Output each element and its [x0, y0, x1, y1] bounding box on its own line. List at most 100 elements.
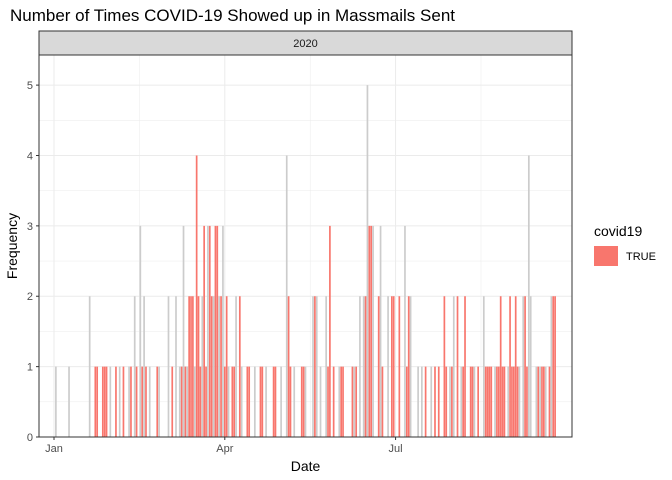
- bar-covid19-true: [216, 225, 219, 437]
- bar-covid19-true: [503, 366, 506, 437]
- bar-covid19-true: [210, 296, 213, 437]
- bar-other: [539, 366, 541, 437]
- bar-covid19-true: [156, 366, 159, 437]
- legend-swatch-true: [594, 246, 618, 266]
- bar-covid19-true: [199, 366, 202, 437]
- bar-covid19-true: [122, 366, 125, 437]
- bar-covid19-true: [289, 366, 292, 437]
- bar-covid19-true: [342, 366, 344, 437]
- bar-other: [265, 366, 267, 437]
- bar-covid19-true: [471, 366, 474, 437]
- bar-covid19-true: [456, 296, 459, 437]
- bar-covid19-true: [381, 366, 384, 437]
- facet-strip-label: 2020: [293, 38, 317, 50]
- bar-covid19-true: [490, 366, 493, 437]
- bar-other: [148, 366, 151, 437]
- legend-title: covid19: [594, 223, 642, 239]
- bar-other: [473, 366, 476, 437]
- bar-other: [404, 225, 406, 437]
- bar-covid19-true: [195, 155, 198, 437]
- bar-covid19-true: [314, 296, 316, 437]
- y-axis-title: Frequency: [4, 213, 20, 279]
- bar-covid19-true: [103, 366, 106, 437]
- bar-other: [535, 366, 538, 437]
- bar-other: [178, 366, 181, 437]
- bar-other: [139, 225, 142, 437]
- x-axis: Jan Apr Jul: [45, 437, 403, 455]
- bar-covid19-true: [526, 366, 528, 437]
- bar-other: [167, 296, 170, 437]
- bar-covid19-true: [332, 366, 335, 437]
- bar-other: [359, 296, 361, 437]
- bar-covid19-true: [488, 366, 491, 437]
- bar-covid19-true: [364, 296, 367, 437]
- bar-other: [175, 296, 177, 437]
- bar-covid19-true: [462, 366, 464, 437]
- bar-covid19-true: [407, 296, 410, 437]
- bar-other: [201, 296, 204, 437]
- bar-other: [235, 296, 237, 437]
- bar-covid19-true: [477, 366, 480, 437]
- y-tick-label: 3: [27, 221, 33, 233]
- bar-covid19-true: [355, 366, 358, 437]
- bar-covid19-true: [541, 366, 543, 437]
- bar-other: [304, 366, 307, 437]
- bar-covid19-true: [171, 366, 174, 437]
- bar-covid19-true: [233, 366, 236, 437]
- bar-other: [338, 366, 341, 437]
- bar-other: [207, 225, 209, 437]
- bar-covid19-true: [511, 366, 513, 437]
- bar-other: [68, 366, 70, 437]
- bar-covid19-true: [135, 366, 138, 437]
- bar-covid19-true: [248, 366, 251, 437]
- bar-other: [218, 296, 221, 437]
- bar-other: [362, 296, 365, 437]
- bar-covid19-true: [512, 366, 515, 437]
- bar-covid19-true: [105, 366, 108, 437]
- bar-covid19-true: [238, 296, 241, 437]
- bar-other: [128, 366, 130, 437]
- bar-covid19-true: [231, 366, 234, 437]
- bar-covid19-true: [552, 296, 555, 437]
- bar-covid19-true: [300, 366, 303, 437]
- bar-covid19-true: [406, 366, 408, 437]
- y-tick-label: 4: [27, 150, 33, 162]
- bar-other: [518, 366, 521, 437]
- bar-other: [417, 366, 419, 437]
- bar-covid19-true: [214, 225, 217, 437]
- bar-covid19-true: [554, 296, 556, 437]
- bar-covid19-true: [302, 366, 305, 437]
- bar-covid19-true: [370, 225, 373, 437]
- bar-other: [527, 155, 530, 437]
- bar-covid19-true: [272, 366, 275, 437]
- legend-label-true: TRUE: [626, 251, 656, 263]
- bar-covid19-true: [246, 366, 249, 437]
- bar-covid19-true: [443, 296, 446, 437]
- bar-covid19-true: [445, 366, 448, 437]
- chart-title: Number of Times COVID-19 Showed up in Ma…: [10, 6, 455, 25]
- plot-panel-border: [38, 54, 573, 438]
- x-tick-label: Jan: [45, 443, 63, 455]
- bar-covid19-true: [509, 296, 511, 437]
- y-tick-label: 2: [27, 291, 33, 303]
- bar-other: [182, 225, 185, 437]
- bar-other: [379, 225, 382, 437]
- bar-covid19-true: [274, 366, 277, 437]
- bar-other: [315, 296, 318, 437]
- bar-covid19-true: [192, 296, 194, 437]
- bar-other: [452, 296, 455, 437]
- y-tick-label: 1: [27, 362, 33, 374]
- bar-covid19-true: [180, 366, 183, 437]
- bar-covid19-true: [197, 296, 200, 437]
- bar-covid19-true: [434, 366, 436, 437]
- bar-other: [280, 366, 282, 437]
- legend: covid19 TRUE: [594, 223, 656, 266]
- bar-covid19-true: [351, 366, 354, 437]
- bar-covid19-true: [537, 366, 540, 437]
- bar-covid19-true: [188, 296, 190, 437]
- bar-other: [118, 366, 121, 437]
- bar-covid19-true: [145, 366, 147, 437]
- bar-covid19-true: [368, 225, 371, 437]
- bar-covid19-true: [548, 366, 551, 437]
- bar-other: [544, 366, 547, 437]
